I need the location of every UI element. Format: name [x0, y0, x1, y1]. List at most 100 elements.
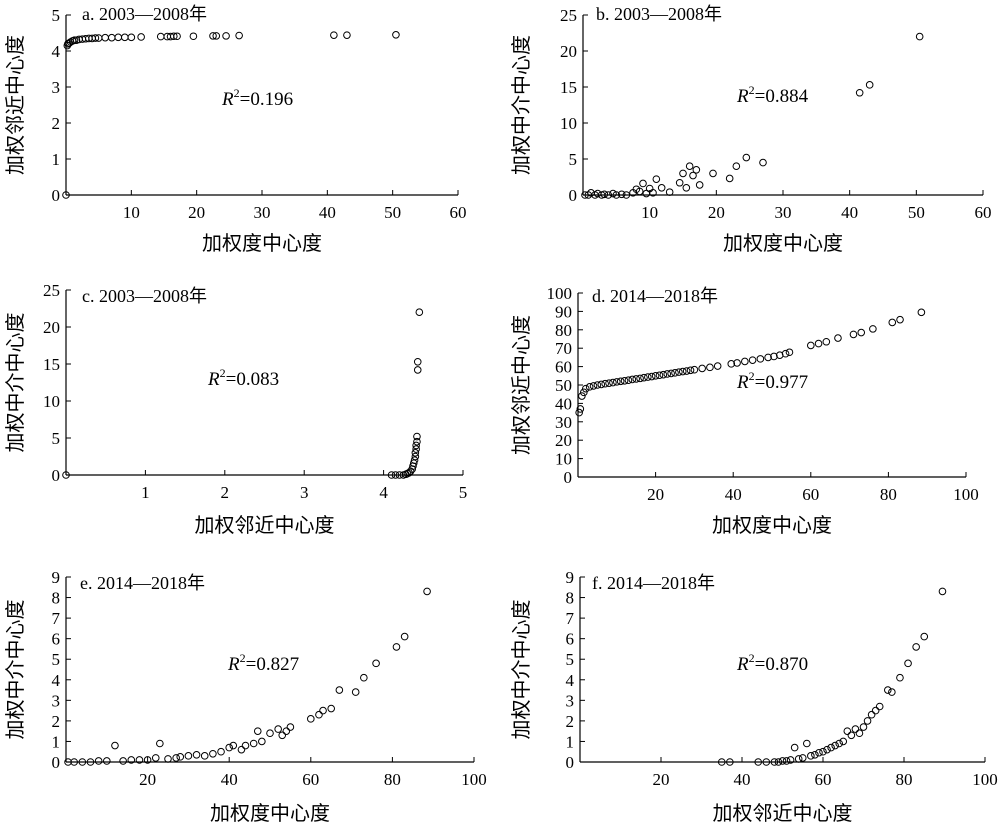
data-point	[857, 328, 866, 337]
data-point	[732, 162, 741, 170]
data-point	[888, 688, 896, 696]
y-tick-label: 0	[569, 186, 578, 205]
data-point	[593, 381, 602, 389]
y-tick-label: 20	[560, 42, 577, 61]
data-point	[665, 188, 674, 196]
y-tick-label: 0	[52, 466, 61, 485]
x-tick-label: 60	[975, 203, 992, 222]
data-point	[778, 757, 787, 765]
x-axis-title: 加权邻近中心度	[713, 801, 853, 825]
data-point	[127, 33, 136, 42]
data-point	[423, 587, 431, 596]
data-point	[692, 166, 701, 174]
r-squared-symbol: R	[736, 654, 749, 675]
data-point	[859, 723, 868, 731]
data-point	[412, 441, 420, 450]
data-point	[62, 471, 70, 479]
data-point	[184, 752, 193, 760]
y-tick-label: 80	[555, 321, 572, 340]
x-tick-label: 20	[188, 203, 205, 222]
r-squared-symbol: R	[221, 89, 234, 110]
x-tick-label: 60	[815, 770, 832, 789]
r-squared-annotation: R2=0.196	[221, 86, 293, 110]
r-squared-superscript: 2	[749, 369, 755, 383]
data-point	[624, 376, 633, 385]
data-point	[143, 756, 152, 764]
y-tick-label: 20	[555, 431, 572, 450]
data-point	[920, 632, 929, 641]
x-tick-label: 40	[221, 770, 238, 789]
data-point	[400, 632, 409, 641]
data-point	[871, 706, 880, 715]
data-point	[786, 756, 795, 764]
data-point	[807, 341, 815, 350]
data-point	[360, 673, 368, 682]
data-point	[726, 758, 734, 766]
data-point	[151, 754, 160, 762]
data-point	[580, 388, 588, 397]
data-point	[411, 452, 420, 461]
data-point	[685, 162, 694, 170]
data-point	[835, 739, 844, 748]
data-point	[253, 727, 262, 735]
y-tick-label: 10	[560, 114, 577, 133]
y-tick-label: 3	[566, 691, 575, 710]
data-point	[78, 758, 87, 766]
data-point	[315, 710, 323, 719]
y-tick-label: 15	[43, 355, 60, 374]
y-tick-label: 10	[555, 450, 572, 469]
data-point	[636, 374, 644, 383]
data-point	[209, 32, 217, 40]
data-point	[212, 32, 221, 40]
data-point	[70, 36, 79, 45]
data-point	[410, 456, 419, 465]
x-tick-label: 60	[802, 485, 819, 504]
data-point	[794, 755, 803, 763]
data-point	[189, 32, 198, 41]
data-point	[585, 383, 594, 391]
data-point	[307, 715, 315, 723]
r-squared-symbol: R	[207, 369, 220, 390]
y-tick-label: 7	[566, 609, 575, 628]
data-point	[605, 379, 613, 387]
data-point	[413, 437, 421, 446]
data-point	[764, 353, 772, 362]
data-point	[644, 373, 652, 381]
data-point	[689, 171, 697, 180]
data-point	[655, 371, 664, 380]
data-point	[770, 758, 779, 766]
x-tick-label: 2	[221, 483, 230, 502]
data-point	[413, 357, 422, 366]
data-point	[94, 757, 103, 765]
data-point	[286, 723, 295, 731]
r-squared-superscript: 2	[234, 86, 240, 100]
x-tick-label: 40	[319, 203, 336, 222]
y-axis-title: 加权中介中心度	[3, 600, 27, 740]
r-squared-superscript: 2	[240, 651, 246, 665]
data-point	[327, 704, 336, 713]
data-point	[121, 33, 129, 42]
data-point	[917, 308, 926, 317]
data-point	[613, 378, 621, 386]
data-point	[827, 743, 835, 752]
data-point	[727, 360, 736, 368]
y-tick-label: 0	[566, 753, 575, 772]
data-point	[278, 731, 287, 740]
data-point	[581, 384, 590, 393]
data-point	[781, 349, 790, 358]
data-point	[785, 348, 794, 357]
data-point	[815, 748, 823, 757]
data-point	[867, 710, 876, 719]
data-point	[266, 729, 274, 738]
x-tick-label: 100	[461, 770, 487, 789]
r-squared-value: =0.884	[755, 86, 809, 107]
data-point	[831, 741, 839, 750]
y-axis-title: 加权中介中心度	[509, 35, 533, 175]
data-point	[762, 758, 771, 766]
data-point	[884, 686, 892, 694]
y-tick-label: 4	[566, 671, 575, 690]
data-point	[612, 191, 621, 199]
data-point	[803, 739, 811, 748]
